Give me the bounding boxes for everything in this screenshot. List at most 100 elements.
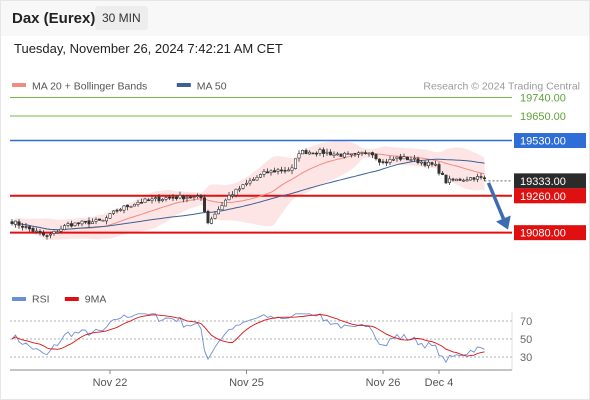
candle: [17, 219, 21, 229]
candle: [24, 222, 28, 230]
candle-body: [349, 153, 353, 156]
candle-body: [328, 151, 332, 156]
candle-body: [206, 211, 210, 224]
candle-body: [80, 220, 84, 225]
candle-body: [300, 150, 304, 155]
candle: [293, 158, 297, 170]
candle: [34, 227, 38, 234]
candle: [161, 198, 165, 203]
candle: [84, 220, 88, 225]
candle-body: [318, 149, 322, 154]
level-label-19650.00: 19650.00: [520, 111, 566, 123]
candle-body: [73, 222, 77, 227]
candle-body: [283, 169, 287, 172]
candle-body: [430, 162, 434, 165]
candle-body: [199, 195, 203, 199]
candle-body: [297, 153, 301, 159]
candle: [388, 155, 392, 166]
candle: [349, 153, 353, 158]
candle: [140, 198, 144, 204]
candle: [423, 160, 427, 168]
rsi-ma-line: [11, 314, 485, 357]
legend-swatch-1: [176, 83, 191, 87]
candle: [426, 159, 430, 169]
chart-header: Dax (Eurex) 30 MIN: [0, 0, 590, 36]
candle: [157, 193, 161, 204]
candle-body: [304, 150, 308, 154]
candle-body: [423, 161, 427, 166]
candle: [115, 208, 119, 214]
candle: [52, 230, 56, 236]
candle-body: [252, 179, 256, 181]
candle: [255, 175, 259, 181]
rsi-tick-30: 30: [520, 352, 532, 364]
candle: [143, 197, 147, 203]
candle: [290, 164, 294, 175]
interval-badge[interactable]: 30 MIN: [95, 6, 148, 30]
candle: [472, 176, 476, 182]
level-label-19260.00: 19260.00: [520, 191, 566, 203]
candle: [468, 177, 472, 181]
candle-body: [419, 161, 423, 164]
candle-body: [34, 230, 38, 233]
candle-body: [391, 158, 395, 161]
candle: [87, 217, 91, 228]
candle: [206, 209, 210, 225]
candle-body: [412, 157, 416, 160]
candle: [437, 162, 441, 176]
candle: [409, 156, 413, 163]
candle-body: [91, 221, 95, 224]
candle: [66, 221, 70, 228]
candle-body: [24, 226, 28, 228]
candle-body: [458, 178, 462, 181]
candle-body: [231, 194, 235, 197]
candle: [444, 174, 448, 185]
candle-body: [210, 218, 214, 224]
candle-body: [433, 163, 437, 166]
candle: [307, 150, 311, 155]
candle-body: [171, 196, 175, 199]
x-tick-label: Nov 25: [229, 377, 264, 389]
level-label-19333.00: 19333.00: [520, 176, 566, 188]
candle: [433, 160, 437, 167]
candle: [133, 203, 137, 207]
candle: [419, 160, 423, 166]
candle: [430, 161, 434, 167]
candle-body: [122, 205, 126, 211]
rsi-tick-70: 70: [520, 316, 532, 328]
candle: [80, 220, 84, 227]
candle-body: [405, 156, 409, 161]
candle-body: [126, 204, 130, 208]
candle: [276, 167, 280, 175]
candle-body: [98, 218, 102, 221]
candle: [353, 152, 357, 157]
candle-body: [374, 154, 378, 160]
candle-body: [192, 196, 196, 198]
candle-body: [189, 196, 193, 199]
candle-body: [276, 169, 280, 172]
candle: [370, 151, 374, 159]
forecast-arrow-shaft: [486, 182, 507, 224]
candle: [164, 195, 168, 202]
candle-body: [482, 177, 486, 180]
candle: [227, 191, 231, 201]
candle-body: [444, 174, 448, 184]
candle-body: [279, 169, 283, 172]
candle-body: [52, 230, 56, 234]
candle-body: [196, 195, 200, 197]
candle: [154, 196, 158, 202]
candle-body: [388, 159, 392, 163]
candle-body: [398, 156, 402, 160]
candle: [252, 177, 256, 181]
candle-body: [286, 169, 290, 172]
candle-body: [175, 196, 179, 200]
candle: [217, 206, 221, 215]
candle: [59, 225, 63, 234]
candle-body: [147, 199, 151, 202]
candle: [119, 208, 123, 212]
candle-body: [314, 152, 318, 155]
candle-body: [395, 156, 399, 159]
legend-label-0: MA 20 + Bollinger Bands: [32, 81, 147, 93]
candle-body: [465, 179, 469, 182]
candle-body: [370, 152, 374, 156]
